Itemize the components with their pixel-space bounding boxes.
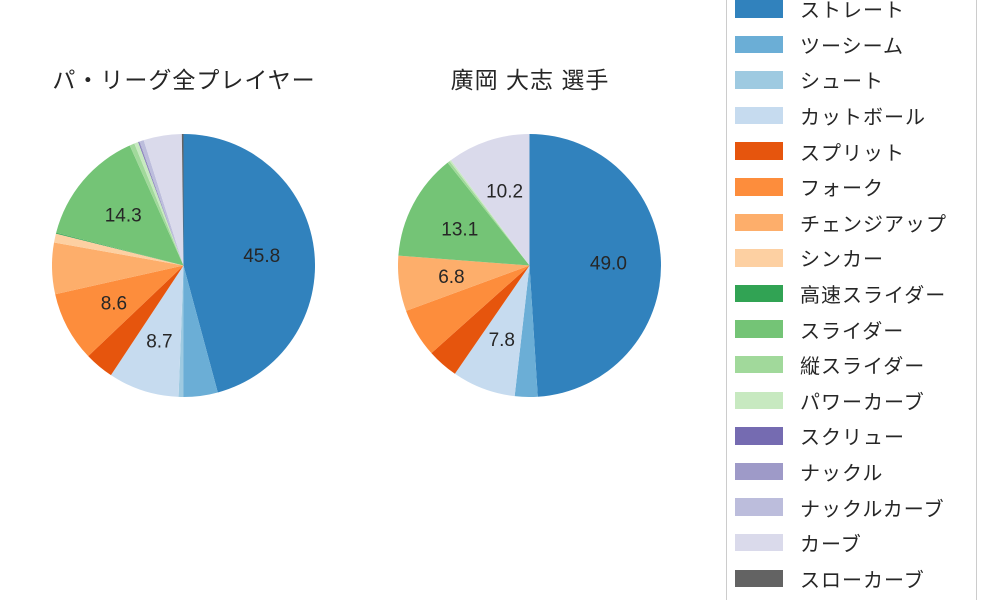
pie-slice-カットボール	[454, 265, 530, 397]
pie-slice-ストレート	[183, 134, 315, 393]
pie-value-label: 7.8	[489, 330, 515, 351]
legend-swatch	[735, 142, 783, 160]
legend-swatch	[735, 391, 783, 410]
pie-slice-縦スライダー	[129, 143, 184, 266]
pie-slice-ツーシーム	[183, 265, 218, 397]
legend-swatch	[735, 320, 783, 338]
pie-slice-パワーカーブ	[134, 142, 184, 266]
legend-item-label: ツーシーム	[800, 35, 904, 58]
legend-swatch	[735, 569, 783, 588]
legend-swatch	[735, 533, 783, 552]
left-pie-chart: 45.8 8.7 8.6 14.3	[52, 134, 315, 397]
legend-item: ストレート	[735, 0, 976, 27]
legend-item: ツーシーム	[735, 27, 976, 63]
legend-item-label: スクリュー	[800, 427, 905, 450]
legend-item: スライダー	[735, 311, 976, 347]
legend-swatch	[735, 427, 783, 445]
pie-slice-スライダー	[56, 145, 184, 266]
pie-slice-パワーカーブ	[449, 160, 530, 266]
pie-value-label: 49.0	[590, 254, 627, 275]
pie-value-label: 10.2	[486, 181, 523, 202]
legend-swatch	[735, 178, 783, 196]
pie-slice-スプリット	[88, 265, 184, 376]
legend-swatch	[735, 249, 783, 267]
pie-slice-フォーク	[406, 265, 530, 354]
legend-swatch	[735, 355, 783, 374]
legend-swatch	[735, 462, 783, 481]
pie-slice-スローカーブ	[181, 134, 184, 266]
legend-item-label: スローカーブ	[800, 569, 925, 592]
legend-item-label: スプリット	[800, 142, 905, 165]
legend-swatch	[735, 213, 783, 232]
legend-item: フォーク	[735, 169, 976, 205]
legend-item-label: スライダー	[800, 320, 905, 343]
pie-slice-フォーク	[55, 265, 184, 357]
legend-item: 縦スライダー	[735, 347, 976, 383]
pie-slice-ストレート	[529, 134, 661, 397]
right-pie-title: 廣岡 大志 選手	[450, 67, 610, 93]
pie-slice-ナックル	[138, 141, 184, 266]
pie-slice-カーブ	[143, 134, 184, 266]
legend-item: パワーカーブ	[735, 383, 976, 419]
legend-swatch	[735, 71, 783, 89]
pie-slice-スライダー	[398, 162, 530, 266]
legend-item-label: カーブ	[800, 534, 862, 557]
legend-item: チェンジアップ	[735, 205, 976, 241]
legend-item-label: 高速スライダー	[800, 285, 947, 308]
legend: ストレートツーシームシュートカットボール スプリットフォークチェンジアップ シンカー…	[726, 0, 977, 600]
legend-item: シンカー	[735, 240, 976, 276]
pie-slice-シュート	[178, 265, 184, 397]
legend-item-label: ストレート	[800, 0, 905, 23]
legend-item: シュート	[735, 62, 976, 98]
pie-value-label: 8.7	[146, 331, 172, 352]
legend-swatch	[735, 106, 783, 125]
left-pie-title: パ・リーグ全プレイヤー	[52, 67, 316, 93]
legend-item: 高速スライダー	[735, 276, 976, 312]
legend-item-label: ナックルカーブ	[800, 498, 945, 521]
pie-slice-ナックルカーブ	[139, 140, 184, 266]
pie-slice-スクリュー	[138, 141, 184, 266]
legend-item-label: パワーカーブ	[800, 391, 925, 414]
legend-item: カットボール	[735, 98, 976, 134]
pie-slice-カットボール	[110, 265, 184, 397]
legend-item: ナックル	[735, 454, 976, 490]
legend-item-label: チェンジアップ	[800, 213, 947, 236]
pie-slice-カーブ	[450, 134, 530, 266]
legend-item: カーブ	[735, 525, 976, 561]
legend-item-label: シュート	[800, 71, 884, 94]
legend-item: スローカーブ	[735, 561, 976, 597]
pie-slice-縦スライダー	[447, 161, 530, 266]
pie-value-label: 8.6	[101, 293, 127, 314]
legend-item-label: 縦スライダー	[800, 356, 926, 379]
legend-item-label: カットボール	[800, 107, 926, 130]
legend-swatch	[735, 498, 783, 516]
legend-item: スプリット	[735, 133, 976, 169]
pie-slice-高速スライダー	[55, 232, 184, 266]
pie-value-label: 45.8	[243, 246, 280, 267]
legend-item-label: フォーク	[800, 178, 884, 201]
legend-swatch	[735, 284, 783, 303]
pie-value-label: 13.1	[441, 219, 478, 240]
right-pie-chart: 49.0 7.8 6.8 13.1 10.2	[398, 134, 661, 397]
pie-value-label: 6.8	[438, 267, 464, 288]
legend-item-label: ナックル	[800, 463, 884, 486]
pie-slice-チェンジアップ	[52, 242, 184, 295]
pie-slice-ツーシーム	[514, 265, 538, 397]
pie-value-label: 14.3	[105, 205, 142, 226]
legend-swatch	[735, 35, 783, 54]
legend-swatch	[735, 0, 783, 18]
pie-slice-スプリット	[431, 265, 530, 374]
pie-slice-シンカー	[54, 233, 184, 266]
legend-item: ナックルカーブ	[735, 489, 976, 525]
pie-slice-チェンジアップ	[398, 255, 530, 311]
legend-item-label: シンカー	[800, 249, 884, 272]
legend-item: スクリュー	[735, 418, 976, 454]
